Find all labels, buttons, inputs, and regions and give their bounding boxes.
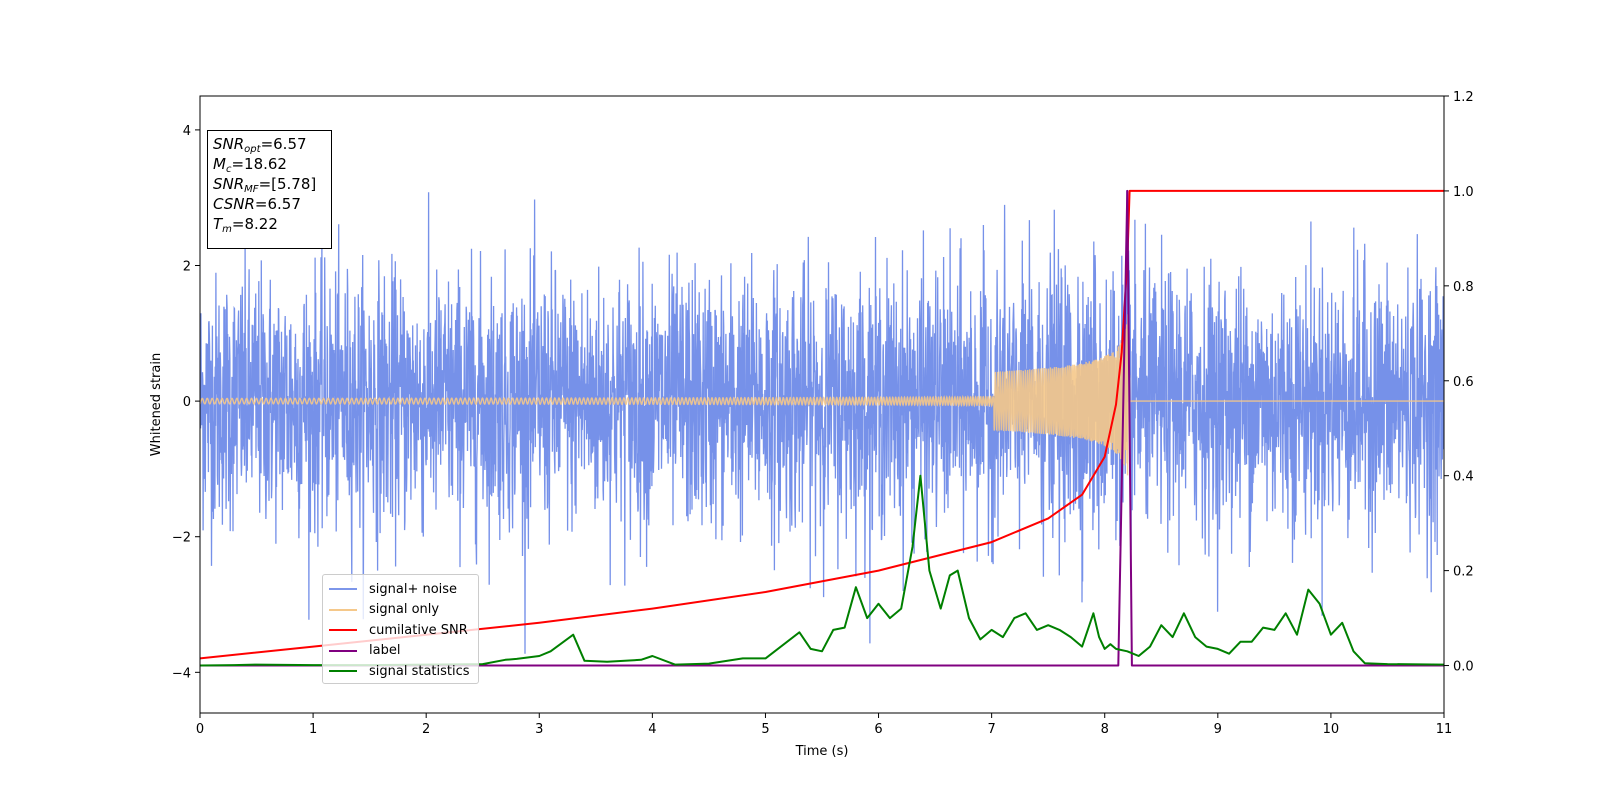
- y2-tick-label: 0.0: [1453, 660, 1474, 675]
- legend-item-signal-only: signal only: [329, 600, 472, 621]
- legend-item-label: label: [329, 641, 472, 662]
- legend-label-label: label: [369, 643, 401, 659]
- legend-swatch-label: [329, 649, 357, 652]
- legend-label-cumulative-snr: cumilative SNR: [369, 622, 468, 638]
- x-tick-label: 10: [1323, 722, 1340, 737]
- x-tick-label: 6: [874, 722, 882, 737]
- y2-tick-label: 1.0: [1453, 185, 1474, 200]
- legend-label-signal-only: signal only: [369, 602, 440, 618]
- x-tick-label: 11: [1436, 722, 1453, 737]
- x-tick-label: 4: [648, 722, 656, 737]
- legend-item-signal-noise: signal+ noise: [329, 579, 472, 600]
- y2-tick-label: 1.2: [1453, 90, 1474, 105]
- legend-swatch-signal-noise: [329, 588, 357, 591]
- y-tick-label: −2: [172, 531, 191, 546]
- chart-legend: signal+ noise signal only cumilative SNR…: [322, 574, 479, 684]
- annotation-tm: Tm=8.22: [213, 215, 278, 235]
- y-tick-label: 4: [183, 124, 191, 139]
- x-tick-label: 8: [1101, 722, 1109, 737]
- legend-item-cumulative-snr: cumilative SNR: [329, 620, 472, 641]
- y-tick-label: 0: [183, 395, 191, 410]
- y-axis-label: Whitened strain: [149, 353, 164, 456]
- x-tick-label: 2: [422, 722, 430, 737]
- series-signal-noise-line: [200, 190, 1444, 654]
- annotation-snr-opt: SNRopt=6.57: [213, 135, 307, 155]
- x-tick-label: 0: [196, 722, 204, 737]
- plot-frame: [199, 95, 1445, 714]
- annotation-snr-mf: SNRMF=[5.78]: [213, 175, 317, 195]
- legend-label-signal-statistics: signal statistics: [369, 663, 470, 679]
- legend-label-signal-noise: signal+ noise: [369, 581, 458, 597]
- x-tick-label: 7: [987, 722, 995, 737]
- annotation-mc: Mc=18.62: [213, 155, 287, 175]
- legend-swatch-signal-statistics: [329, 670, 357, 673]
- annotation-csnr: CSNR=6.57: [213, 195, 301, 213]
- legend-swatch-cumulative-snr: [329, 629, 357, 632]
- x-axis-label: Time (s): [795, 744, 849, 759]
- y2-tick-label: 0.4: [1453, 470, 1474, 485]
- y-tick-label: −4: [172, 666, 191, 681]
- y-tick-label: 2: [183, 260, 191, 275]
- series-signal-statistics-line: [200, 474, 1444, 667]
- series-signal-only-line: [200, 314, 1444, 476]
- y2-tick-label: 0.6: [1453, 375, 1474, 390]
- y2-tick-label: 0.8: [1453, 280, 1474, 295]
- annotation-box: SNRopt=6.57 Mc=18.62 SNRMF=[5.78] CSNR=6…: [207, 130, 332, 249]
- y2-tick-label: 0.2: [1453, 565, 1474, 580]
- series-label-line: [200, 189, 1444, 667]
- legend-item-signal-statistics: signal statistics: [329, 661, 472, 682]
- x-tick-label: 9: [1214, 722, 1222, 737]
- x-tick-label: 3: [535, 722, 543, 737]
- legend-swatch-signal-only: [329, 608, 357, 611]
- x-tick-label: 1: [309, 722, 317, 737]
- x-tick-label: 5: [761, 722, 769, 737]
